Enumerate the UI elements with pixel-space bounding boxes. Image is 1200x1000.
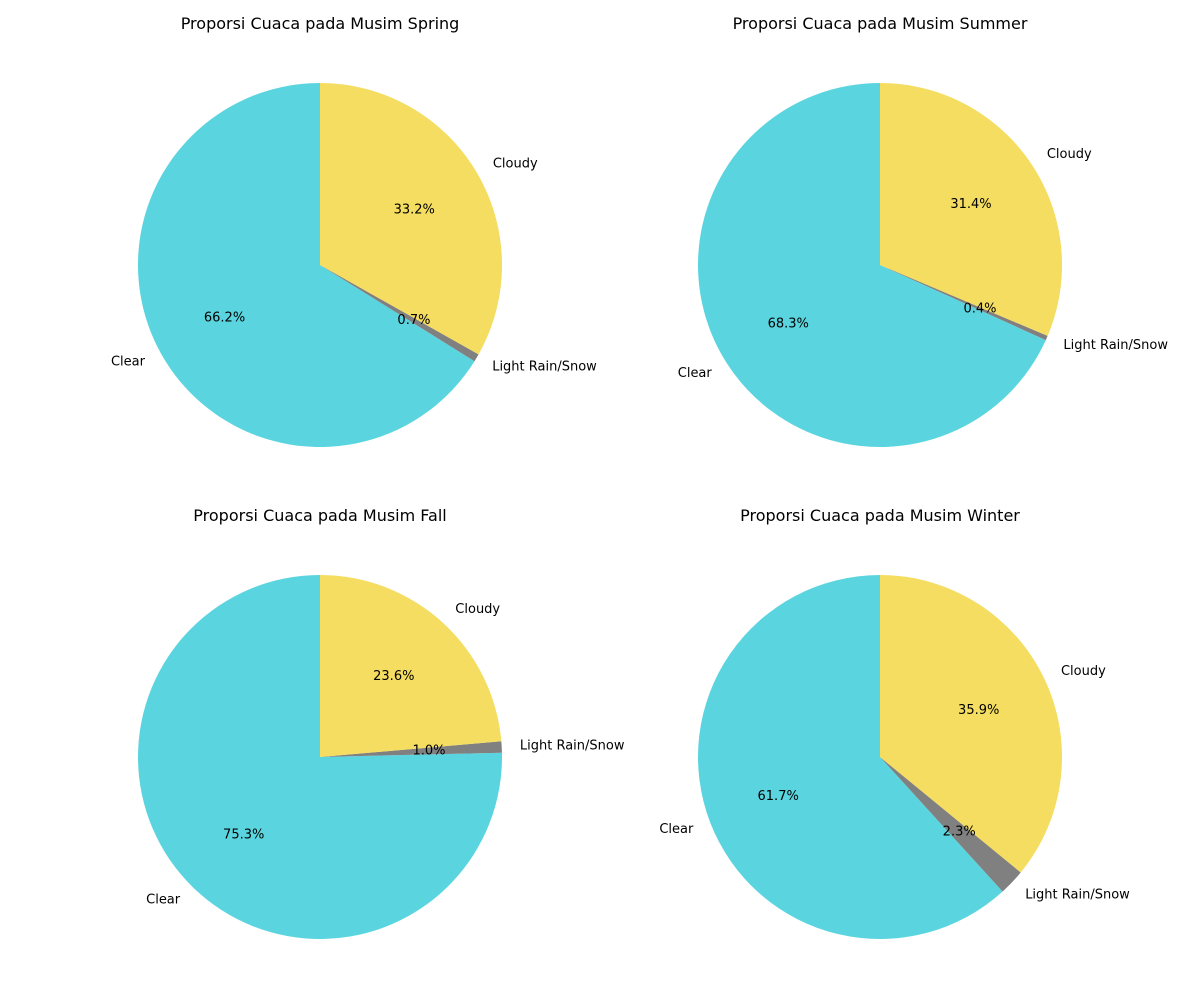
- slice-label-light-rain-snow: Light Rain/Snow: [492, 360, 597, 375]
- pct-label-light-rain-snow: 2.3%: [943, 825, 976, 840]
- pie-panel-summer: Proporsi Cuaca pada Musim Summer Clear 68…: [678, 14, 1169, 447]
- slice-label-light-rain-snow: Light Rain/Snow: [520, 738, 625, 753]
- pie-slice-clear: [137, 83, 475, 448]
- pie-panel-spring: Proporsi Cuaca pada Musim Spring Clear 66…: [111, 14, 597, 448]
- chart-title: Proporsi Cuaca pada Musim Fall: [193, 506, 446, 525]
- slice-label-clear: Clear: [659, 822, 694, 837]
- chart-title: Proporsi Cuaca pada Musim Winter: [740, 506, 1020, 525]
- pie-slice-light-rain-snow: [880, 757, 1021, 892]
- pie-labels: Clear 61.7% Light Rain/Snow 2.3% Cloudy 35.9%: [659, 664, 1130, 902]
- pie-panel-winter: Proporsi Cuaca pada Musim Winter Clear 61…: [659, 506, 1130, 939]
- pie-slices: [137, 83, 503, 448]
- pct-label-light-rain-snow: 1.0%: [413, 743, 446, 758]
- slice-label-light-rain-snow: Light Rain/Snow: [1025, 887, 1130, 902]
- slice-label-cloudy: Cloudy: [1061, 664, 1106, 679]
- pie-panel-fall: Proporsi Cuaca pada Musim Fall Clear 75.3…: [138, 506, 625, 939]
- pie-slice-cloudy: [320, 575, 502, 757]
- pie-slices: [698, 83, 1062, 447]
- chart-title: Proporsi Cuaca pada Musim Summer: [733, 14, 1028, 33]
- pie-slice-light-rain-snow: [880, 265, 1048, 341]
- chart-title: Proporsi Cuaca pada Musim Spring: [181, 14, 460, 33]
- slice-label-clear: Clear: [146, 893, 181, 908]
- pie-slice-light-rain-snow: [320, 265, 479, 362]
- pie-slices: [138, 575, 503, 939]
- pie-slices: [697, 575, 1063, 939]
- pie-labels: Clear 68.3% Light Rain/Snow 0.4% Cloudy 31.4%: [678, 147, 1169, 381]
- slice-label-cloudy: Cloudy: [1047, 147, 1092, 162]
- pct-label-clear: 75.3%: [223, 828, 264, 843]
- pie-labels: Clear 66.2% Light Rain/Snow 0.7% Cloudy 33.2%: [111, 156, 597, 374]
- pct-label-light-rain-snow: 0.7%: [397, 313, 430, 328]
- slice-label-light-rain-snow: Light Rain/Snow: [1063, 338, 1168, 353]
- pie-slice-cloudy: [320, 83, 503, 355]
- pct-label-clear: 61.7%: [758, 789, 799, 804]
- slice-label-clear: Clear: [678, 366, 713, 381]
- pie-slice-clear: [698, 83, 1046, 447]
- pct-label-cloudy: 35.9%: [958, 703, 999, 718]
- pct-label-cloudy: 31.4%: [950, 197, 991, 212]
- slice-label-cloudy: Cloudy: [455, 602, 500, 617]
- pie-slice-clear: [697, 575, 1003, 939]
- pct-label-cloudy: 23.6%: [373, 669, 414, 684]
- pie-slice-clear: [138, 575, 503, 939]
- pie-labels: Clear 75.3% Light Rain/Snow 1.0% Cloudy 23.6%: [146, 602, 625, 908]
- pct-label-clear: 66.2%: [204, 311, 245, 326]
- slice-label-clear: Clear: [111, 355, 146, 370]
- pie-slice-light-rain-snow: [320, 741, 502, 757]
- pct-label-light-rain-snow: 0.4%: [964, 301, 997, 316]
- pie-slice-cloudy: [880, 575, 1063, 873]
- pie-slice-cloudy: [880, 83, 1062, 336]
- pct-label-cloudy: 33.2%: [394, 202, 435, 217]
- slice-label-cloudy: Cloudy: [493, 156, 538, 171]
- pct-label-clear: 68.3%: [768, 317, 809, 332]
